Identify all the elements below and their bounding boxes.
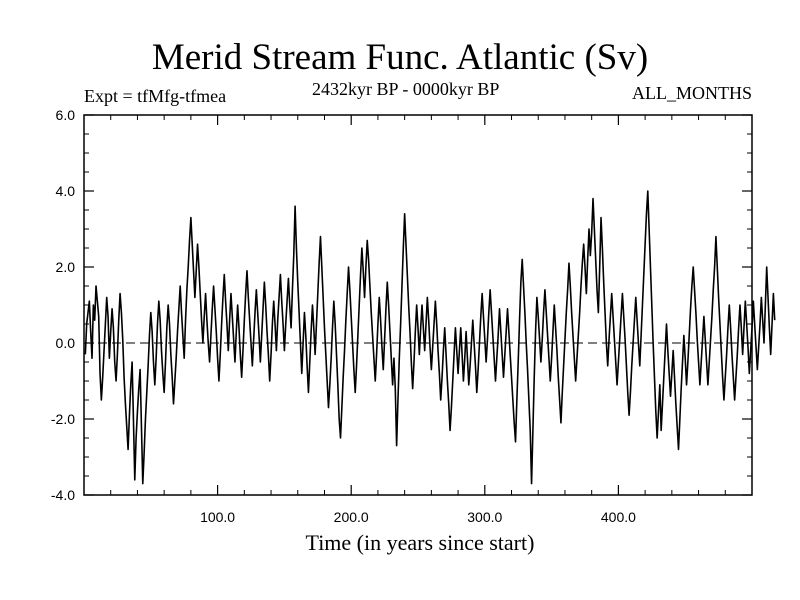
x-tick-label: 300.0 xyxy=(467,509,502,525)
series-line xyxy=(84,190,776,485)
minor-ticks xyxy=(84,115,752,495)
y-tick-label: 0.0 xyxy=(56,335,76,351)
y-tick-label: 2.0 xyxy=(56,259,76,275)
y-tick-labels: -4.0 -2.0 0.0 2.0 4.0 6.0 xyxy=(51,107,75,503)
period-label: 2432kyr BP - 0000kyr BP xyxy=(312,79,500,99)
y-tick-label: 4.0 xyxy=(56,183,76,199)
x-tick-label: 400.0 xyxy=(601,509,636,525)
x-axis-label: Time (in years since start) xyxy=(305,530,535,555)
y-tick-label: -4.0 xyxy=(51,487,75,503)
experiment-label: Expt = tfMfg-tfmea xyxy=(84,86,227,106)
x-tick-label: 100.0 xyxy=(200,509,235,525)
y-tick-label: -2.0 xyxy=(51,411,75,427)
months-label: ALL_MONTHS xyxy=(632,83,752,103)
y-tick-label: 6.0 xyxy=(56,107,76,123)
x-tick-labels: 100.0 200.0 300.0 400.0 xyxy=(200,509,636,525)
x-tick-label: 200.0 xyxy=(334,509,369,525)
chart-title: Merid Stream Func. Atlantic (Sv) xyxy=(151,37,649,78)
